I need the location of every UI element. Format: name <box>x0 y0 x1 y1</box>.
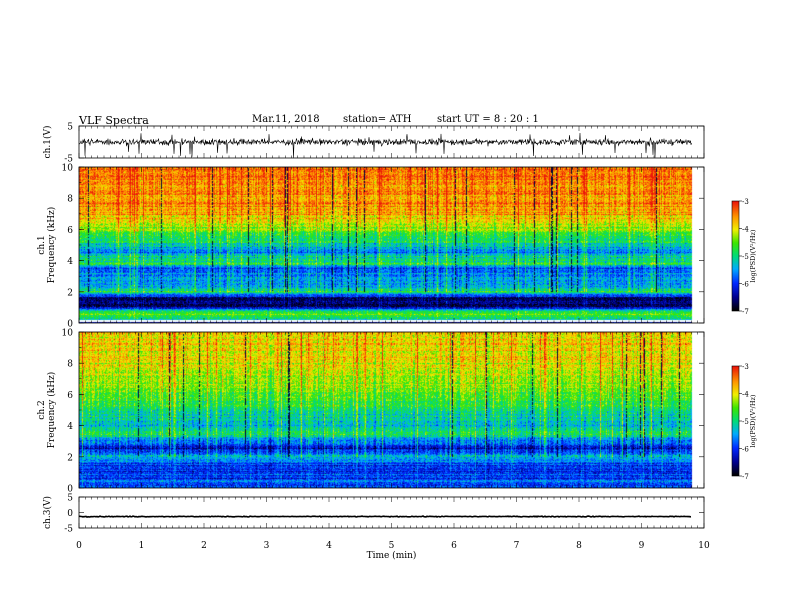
ch1-spectrogram-colorbar-tick-label: -4 <box>742 226 749 234</box>
ch2-spectrogram-y-tick-label: 0 <box>67 485 73 495</box>
ch1-waveform-y-tick-label: -5 <box>64 155 73 165</box>
x-tick-label: 1 <box>139 541 145 551</box>
ch1-spectrogram-colorbar-tick-label: -7 <box>742 308 749 316</box>
x-axis-label: Time (min) <box>367 550 417 561</box>
ch1-waveform-y-label: ch.1(V) <box>42 126 53 159</box>
x-tick-label: 0 <box>76 541 82 551</box>
ch2-spectrogram-y-tick-label: 6 <box>67 391 73 401</box>
ch2-spectrogram-colorbar-tick-label: -4 <box>742 391 749 399</box>
date-label: Mar.11, 2018 <box>252 114 320 125</box>
ch1-waveform-y-tick-label: 5 <box>67 123 73 133</box>
ch2-spectrogram-image <box>79 332 704 488</box>
x-tick-label: 7 <box>514 541 520 551</box>
start-time-label: start UT = 8 : 20 : 1 <box>437 114 539 125</box>
ch2-spectrogram-colorbar-tick-label: -5 <box>742 418 749 426</box>
ch2-spectrogram-y-label: Frequency (kHz) <box>46 372 57 449</box>
ch1-spectrogram-y-tick-label: 8 <box>67 195 73 205</box>
ch3-waveform-trace <box>79 515 692 519</box>
ch2-spectrogram-colorbar-tick-label: -3 <box>742 363 749 371</box>
ch3-waveform-y-tick-label: 0 <box>67 509 73 519</box>
x-tick-label: 8 <box>576 541 582 551</box>
ch1-spectrogram-colorbar-tick-label: -3 <box>742 198 749 206</box>
ch2-spectrogram-y-tick-label: 4 <box>67 422 73 432</box>
ch3-waveform-y-tick-label: 5 <box>67 494 73 504</box>
ch2-spectrogram-colorbar <box>732 366 739 476</box>
ch1-spectrogram-colorbar-label: log(PSD)(V²/Hz) <box>749 229 757 282</box>
x-tick-label: 9 <box>639 541 645 551</box>
ch1-spectrogram-y-tick-label: 2 <box>67 288 73 298</box>
ch1-spectrogram-colorbar-tick-label: -5 <box>742 253 749 261</box>
ch2-spectrogram-y-tick-label: 8 <box>67 360 73 370</box>
ch1-spectrogram-image <box>79 167 704 323</box>
x-tick-label: 3 <box>264 541 270 551</box>
ch2-spectrogram-colorbar-tick-label: -7 <box>742 473 749 481</box>
station-label: station= ATH <box>343 114 412 125</box>
ch1-spectrogram-y-label: Frequency (kHz) <box>46 207 57 284</box>
x-tick-label: 4 <box>326 541 332 551</box>
ch2-spectrogram-colorbar-label: log(PSD)(V²/Hz) <box>749 394 757 447</box>
ch2-spectrogram-colorbar-tick-label: -6 <box>742 446 749 454</box>
ch2-spectrogram-y-tick-label: 2 <box>67 453 73 463</box>
x-tick-label: 5 <box>389 541 395 551</box>
ch2-spectrogram-y-label: ch.2 <box>37 400 47 419</box>
x-tick-label: 6 <box>451 541 457 551</box>
ch1-spectrogram-y-tick-label: 10 <box>62 164 74 174</box>
ch1-waveform-trace <box>78 132 692 158</box>
ch2-spectrogram-y-tick-label: 10 <box>62 329 74 339</box>
x-tick-label: 2 <box>201 541 207 551</box>
ch3-waveform-y-label: ch.3(V) <box>42 496 53 529</box>
ch3-waveform-y-tick-label: -5 <box>64 525 73 535</box>
ch1-spectrogram-y-tick-label: 0 <box>67 320 73 330</box>
x-tick-label: 10 <box>698 541 710 551</box>
ch1-spectrogram-y-tick-label: 6 <box>67 226 73 236</box>
ch1-spectrogram-colorbar-tick-label: -6 <box>742 281 749 289</box>
ch1-spectrogram-y-tick-label: 4 <box>67 257 73 267</box>
ch1-spectrogram-y-label: ch.1 <box>37 235 47 254</box>
chart-title: VLF Spectra <box>79 114 149 127</box>
ch1-spectrogram-colorbar <box>732 201 739 311</box>
